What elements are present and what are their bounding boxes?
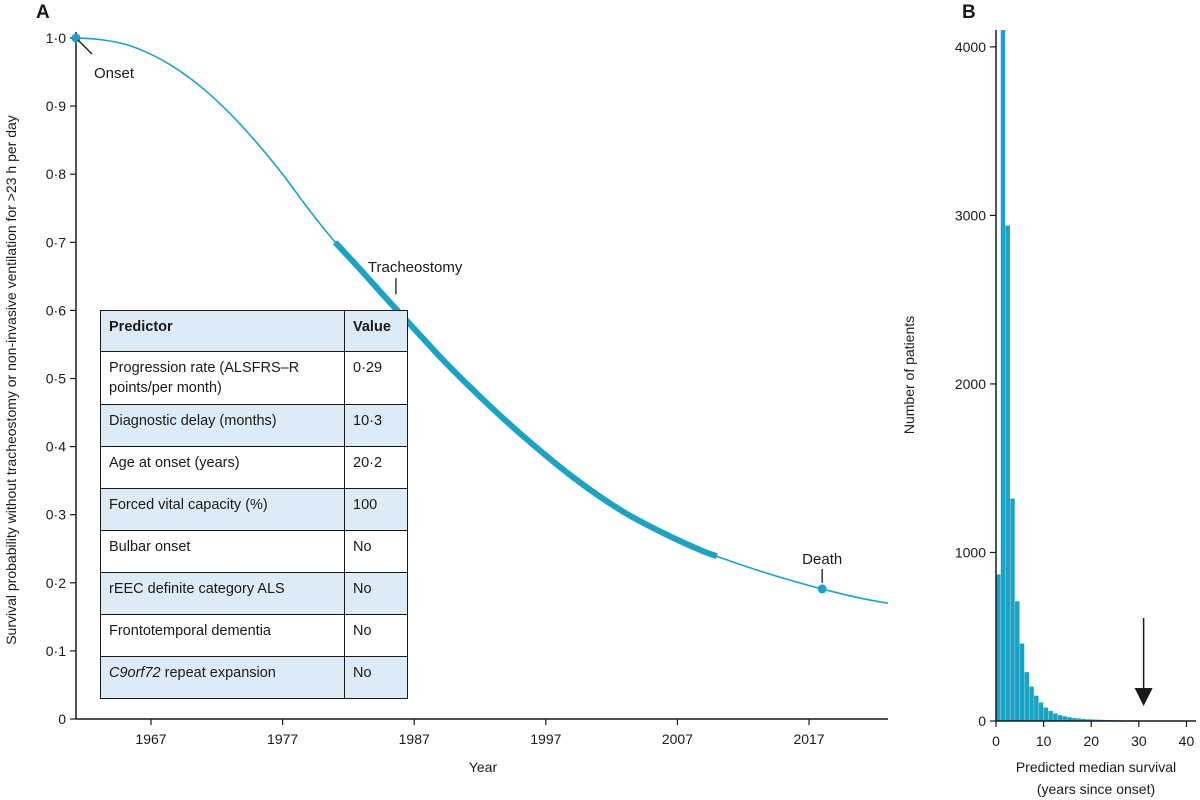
onset-leader	[77, 39, 93, 55]
predictor-value: 20·2	[344, 446, 408, 489]
histogram-bar	[1081, 718, 1087, 721]
panel-b-x-tick-label: 40	[1179, 733, 1195, 749]
panel-b-x-axis-label-line1: Predicted median survival	[1016, 759, 1176, 775]
panel-b-letter: B	[962, 2, 976, 23]
predictor-header: Predictor	[100, 310, 345, 352]
histogram-bar	[1010, 498, 1015, 721]
panel-a-x-tick-label: 2007	[662, 731, 693, 747]
histogram-bar	[1091, 719, 1096, 721]
panel-b-y-tick-label: 0	[978, 713, 986, 729]
histogram-bar	[1029, 686, 1034, 721]
histogram-bar	[1043, 707, 1049, 721]
predictor-row: Progression rate (ALSFRS–R points/per mo…	[100, 351, 408, 405]
panel-a-x-tick-label: 1987	[399, 731, 430, 747]
predictor-name: C9orf72 repeat expansion	[100, 656, 345, 699]
panel-b-x-tick-label: 10	[1036, 733, 1052, 749]
histogram-bar	[996, 574, 1001, 721]
panel-a-y-tick-label: 0·9	[46, 98, 66, 114]
histogram-bar	[1086, 719, 1091, 721]
histogram-bar	[1067, 717, 1072, 721]
panel-a-y-tick-label: 0·8	[46, 166, 66, 182]
histogram-bar	[1005, 225, 1010, 721]
panel-a-y-tick-label: 0	[58, 711, 66, 727]
panel-b-y-axis-label: Number of patients	[901, 316, 917, 434]
panel-a-y-tick-label: 0·5	[46, 371, 66, 387]
predictor-value: 100	[344, 488, 408, 531]
histogram-bar	[1053, 713, 1058, 721]
histogram-bar	[1057, 715, 1063, 721]
predictor-table-body: Progression rate (ALSFRS–R points/per mo…	[100, 351, 408, 699]
panel-a-y-tick-label: 0·6	[46, 302, 66, 318]
panel-a-y-tick-label: 0·4	[46, 439, 66, 455]
panel-a-y-axis-label: Survival probability without tracheostom…	[3, 115, 19, 645]
panel-a-y-tick-label: 0·1	[46, 643, 66, 659]
predictor-name: Age at onset (years)	[100, 446, 345, 489]
panel-a-x-tick-label: 1977	[267, 731, 298, 747]
predictor-row: Age at onset (years) 20·2	[100, 446, 408, 489]
panel-b-y-tick-label: 1000	[955, 544, 986, 560]
panel-a-x-tick-label: 1997	[530, 731, 561, 747]
panel-a-y-axis-label-group: Survival probability without tracheostom…	[3, 115, 19, 645]
histogram-bar	[1024, 672, 1030, 721]
predictor-table: Predictor Value Progression rate (ALSFRS…	[100, 310, 408, 699]
predictor-name: Frontotemporal dementia	[100, 614, 345, 657]
panel-a-y-tick-label: 1·0	[46, 30, 66, 46]
panel-b-axes	[995, 30, 1196, 722]
panel-b-y-tick-label: 2000	[955, 376, 986, 392]
panel-b-y-tick-label: 4000	[955, 39, 986, 55]
death-label: Death	[802, 551, 842, 568]
predictor-row: Bulbar onset No	[100, 530, 408, 573]
predictor-row: Forced vital capacity (%) 100	[100, 488, 408, 531]
panel-a-ticks: 0 0·1 0·2 0·3 0·4 0·5 0·6 0·7 0·8 0·9 1·0 1967 1977 1…	[46, 30, 825, 747]
histogram-bar	[1019, 643, 1025, 721]
panel-b-x-axis-label-line2: (years since onset)	[1037, 781, 1155, 797]
panel-b-x-tick-label: 20	[1083, 733, 1099, 749]
panel-b-histogram-bars	[996, 30, 1191, 721]
predictor-value: No	[344, 656, 408, 699]
panel-b-x-tick-label: 0	[992, 733, 1000, 749]
histogram-bar	[1000, 30, 1006, 721]
panel-a-axes	[75, 32, 888, 720]
predictor-name: rEEC definite category ALS	[100, 572, 345, 615]
predictor-row: rEEC definite category ALS No	[100, 572, 408, 615]
predictor-row: C9orf72 repeat expansion No	[100, 656, 408, 699]
histogram-bar	[1038, 702, 1044, 721]
histogram-bar	[1034, 695, 1039, 721]
histogram-bar	[1076, 718, 1082, 721]
predictor-value: 10·3	[344, 404, 408, 447]
panel-b-y-tick-label: 3000	[955, 207, 986, 223]
tracheostomy-label: Tracheostomy	[368, 259, 463, 276]
panel-a-annotations: Onset Tracheostomy Death	[71, 33, 842, 594]
panel-a-x-axis-label: Year	[469, 759, 498, 775]
predictor-name: Forced vital capacity (%)	[100, 488, 345, 531]
predictor-row: Diagnostic delay (months) 10·3	[100, 404, 408, 447]
panel-a-x-tick-label: 2017	[793, 731, 824, 747]
panel-b-x-tick-label: 30	[1131, 733, 1147, 749]
arrow-head	[1134, 688, 1153, 706]
predictor-value: No	[344, 530, 408, 573]
value-header: Value	[344, 310, 408, 352]
onset-label: Onset	[94, 65, 135, 82]
histogram-bar	[1072, 717, 1077, 721]
histogram-bar	[1048, 710, 1053, 721]
panel-b-arrow	[1134, 618, 1153, 706]
panel-b-ticks: 0 1000 2000 3000 4000 0 10 20 30 40	[955, 39, 1195, 749]
predictor-value: No	[344, 572, 408, 615]
predictor-table-header-row: Predictor Value	[100, 310, 408, 352]
predictor-value: 0·29	[344, 351, 408, 405]
panel-a-y-tick-label: 0·2	[46, 575, 66, 591]
panel-a-y-tick-label: 0·7	[46, 234, 66, 250]
panel-a-letter: A	[36, 2, 50, 23]
predictor-value: No	[344, 614, 408, 657]
panel-a-x-tick-label: 1967	[135, 731, 166, 747]
predictor-name: Progression rate (ALSFRS–R points/per mo…	[100, 351, 345, 405]
death-marker	[817, 584, 827, 594]
predictor-name: Diagnostic delay (months)	[100, 404, 345, 447]
predictor-row: Frontotemporal dementia No	[100, 614, 408, 657]
histogram-bar	[1015, 601, 1020, 721]
predictor-name: Bulbar onset	[100, 530, 345, 573]
histogram-bar	[1062, 716, 1068, 721]
panel-a-y-tick-label: 0·3	[46, 507, 66, 523]
